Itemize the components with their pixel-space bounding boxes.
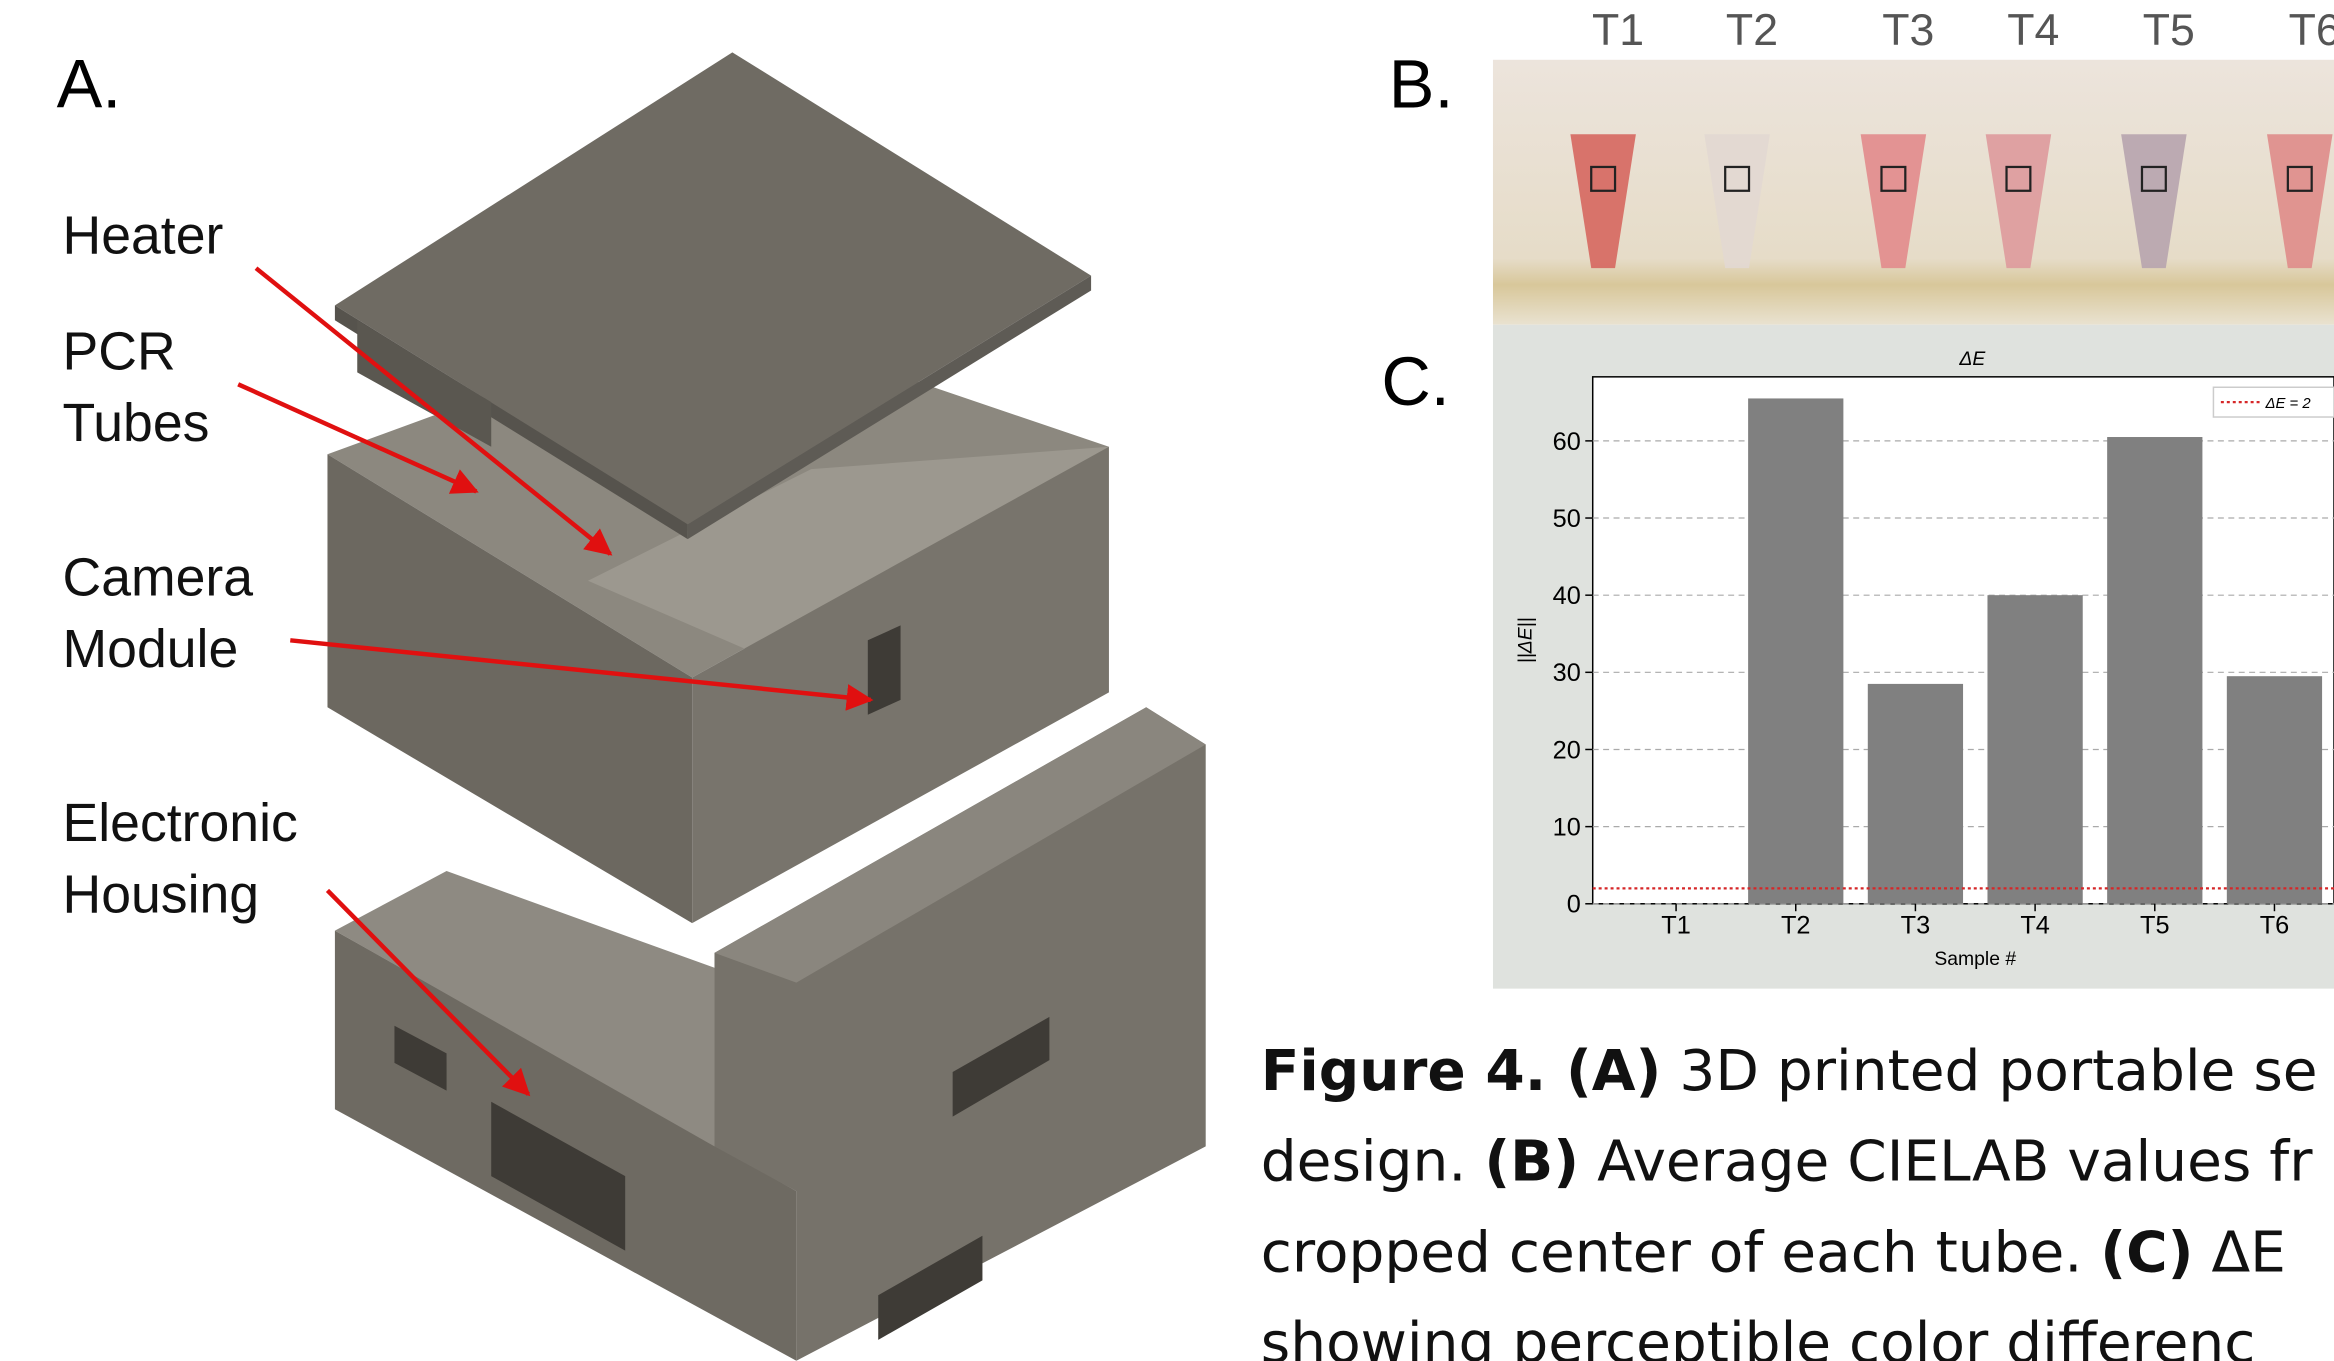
- y-tick-label: 0: [1567, 891, 1581, 919]
- x-tick-label: T1: [1661, 912, 1691, 940]
- y-tick-label: 10: [1553, 814, 1581, 842]
- callout-label: Heater: [63, 205, 224, 265]
- callouts: Heater PCR Tubes Camera Module Electronic Hous…: [63, 205, 298, 924]
- caption-line: design. (B) Average CIELAB values fr: [1261, 1129, 2313, 1195]
- bar: [1868, 684, 1963, 904]
- caption-segment: ΔE: [2193, 1219, 2285, 1285]
- callout-label: Module: [63, 619, 239, 679]
- tube-label: T4: [2007, 6, 2059, 55]
- y-tick-label: 50: [1553, 505, 1581, 533]
- caption-line: Figure 4. (A) 3D printed portable se: [1261, 1038, 2318, 1104]
- bar: [2107, 437, 2202, 904]
- callout-label: Housing: [63, 865, 260, 925]
- callout-label: PCR: [63, 321, 176, 381]
- tube-label: T2: [1726, 6, 1778, 55]
- caption-segment: 3D printed portable se: [1661, 1038, 2317, 1104]
- y-tick-label: 60: [1553, 428, 1581, 456]
- caption-segment: design.: [1261, 1129, 1485, 1195]
- y-axis-label: ||ΔE||: [1515, 617, 1537, 663]
- tube-label: T3: [1882, 6, 1934, 55]
- caption-line: cropped center of each tube. (C) ΔE: [1261, 1219, 2286, 1285]
- y-tick-label: 20: [1553, 736, 1581, 764]
- enclosure-model: [327, 52, 1205, 1360]
- bar: [1748, 398, 1843, 903]
- tube-label: T6: [2289, 6, 2334, 55]
- callout-label: Camera: [63, 548, 254, 608]
- y-tick-label: 30: [1553, 659, 1581, 687]
- panel-label: B.: [1389, 45, 1454, 122]
- x-tick-label: T5: [2140, 912, 2170, 940]
- caption-segment: (B): [1484, 1129, 1579, 1195]
- caption-segment: Average CIELAB values fr: [1579, 1129, 2313, 1195]
- caption: Figure 4. (A) 3D printed portable se desi…: [1261, 1038, 2318, 1361]
- tube-label: T1: [1592, 6, 1644, 55]
- caption-segment: (C): [2100, 1219, 2193, 1285]
- x-tick-label: T6: [2260, 912, 2290, 940]
- bar: [2227, 676, 2322, 904]
- y-tick-label: 40: [1553, 582, 1581, 610]
- x-tick-label: T3: [1901, 912, 1931, 940]
- chart-title: ΔE: [1958, 348, 1986, 370]
- panel-label: A.: [57, 45, 122, 122]
- caption-segment: showing perceptible color differenc: [1261, 1310, 2256, 1361]
- callout-label: Tubes: [63, 393, 210, 453]
- caption-segment: cropped center of each tube.: [1261, 1219, 2101, 1285]
- callout-label: Electronic: [63, 793, 298, 853]
- x-tick-label: T2: [1781, 912, 1811, 940]
- x-axis-label: Sample #: [1934, 948, 2016, 970]
- tube-label: T5: [2143, 6, 2195, 55]
- panel-label: C.: [1381, 343, 1449, 420]
- x-tick-label: T4: [2020, 912, 2050, 940]
- plot-area: [1593, 377, 2334, 904]
- caption-segment: Figure 4. (A): [1261, 1038, 1662, 1104]
- caption-line: showing perceptible color differenc: [1261, 1310, 2256, 1361]
- figure: A. B. C. Heater PCR Tubes Camera Module Elect…: [0, 0, 2334, 1361]
- bar: [1987, 595, 2082, 904]
- chart: ΔE 0 10 20 30 40 50 60 T1 T2 T3 T4 T5 T6 ΔE = 2 Sample …: [1515, 348, 2334, 970]
- legend-label: ΔE = 2: [2265, 396, 2312, 412]
